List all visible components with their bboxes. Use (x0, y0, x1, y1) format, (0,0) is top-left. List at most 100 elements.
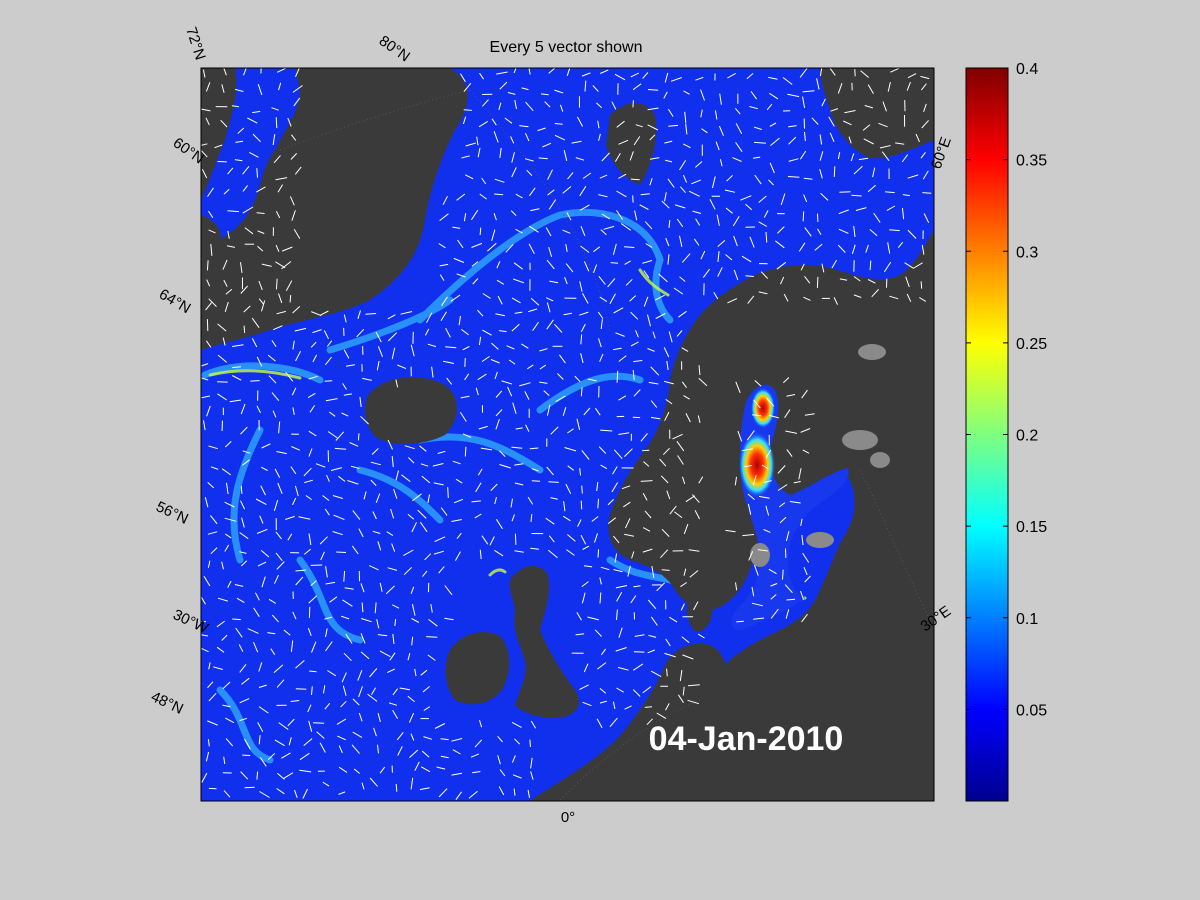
vector-arrow (290, 640, 294, 652)
vector-arrow (308, 430, 317, 437)
vector-arrow (511, 755, 516, 763)
vector-arrow (802, 449, 810, 454)
vector-arrow (224, 517, 237, 522)
vector-arrow (511, 446, 523, 449)
vector-arrow (222, 337, 226, 346)
vector-arrow (356, 328, 365, 338)
vector-arrow (887, 242, 891, 254)
vector-arrow (837, 83, 843, 94)
vector-arrow (650, 670, 662, 678)
vector-arrow (411, 493, 422, 502)
vector-arrow (660, 475, 669, 484)
vector-arrow (527, 496, 534, 505)
vector-arrow (580, 353, 584, 364)
vector-arrow (760, 271, 769, 279)
vector-arrow (599, 700, 608, 704)
vector-arrow (361, 618, 372, 623)
vector-arrow (391, 456, 394, 468)
vector-arrow (803, 177, 813, 180)
vector-arrow (422, 570, 428, 577)
vector-arrow (427, 654, 436, 661)
vector-arrow (680, 603, 685, 611)
vector-arrow (672, 433, 683, 440)
vector-arrow (821, 98, 826, 107)
vector-arrow (357, 670, 363, 681)
vector-arrow (548, 246, 553, 258)
vector-arrow (632, 83, 642, 91)
vector-arrow (768, 414, 779, 419)
vector-arrow (456, 193, 466, 201)
vector-arrow (367, 693, 378, 702)
vector-arrow (234, 159, 243, 162)
vector-arrow (442, 360, 455, 364)
vector-arrow (563, 501, 566, 512)
vector-arrow (779, 516, 787, 524)
vector-arrow (376, 360, 380, 371)
vector-arrow (203, 575, 211, 587)
vector-arrow (575, 157, 585, 161)
vector-arrow (232, 618, 241, 621)
vector-arrow (613, 569, 623, 573)
vector-arrow (292, 85, 303, 93)
vector-arrow (647, 348, 655, 352)
vector-arrow (685, 124, 688, 135)
vector-arrow (616, 120, 625, 128)
vector-arrow (648, 381, 659, 385)
map-title: Every 5 vector shown (490, 39, 643, 56)
vector-arrow (713, 292, 719, 300)
vector-arrow (499, 464, 511, 469)
vector-arrow (249, 151, 259, 158)
vector-arrow (819, 151, 824, 161)
vector-arrow (271, 340, 277, 347)
vector-arrow (352, 698, 360, 706)
vector-arrow (681, 381, 688, 388)
vector-arrow (307, 628, 312, 636)
vector-arrow (804, 131, 806, 142)
date-stamp: 04-Jan-2010 (649, 720, 844, 758)
vector-arrow (782, 77, 793, 85)
vector-arrow (871, 289, 879, 298)
vector-arrow (275, 244, 280, 252)
vector-arrow (751, 602, 763, 607)
vector-arrow (426, 636, 438, 638)
vector-arrow (477, 373, 487, 381)
vector-arrow (664, 72, 669, 83)
vector-arrow (678, 310, 687, 318)
vector-arrow (576, 418, 581, 431)
vector-arrow (210, 243, 213, 256)
vector-arrow (499, 81, 508, 90)
vector-arrow (291, 210, 296, 221)
vector-arrow (257, 84, 263, 96)
vector-arrow (749, 236, 755, 248)
vector-arrow (227, 230, 230, 239)
vector-arrow (468, 790, 478, 799)
vector-arrow (471, 242, 483, 248)
vector-arrow (419, 787, 430, 791)
vector-arrow (607, 499, 614, 506)
colorbar-tick-label: 0.35 (1016, 153, 1047, 170)
vector-arrow (261, 263, 272, 267)
vector-arrow (478, 336, 482, 346)
vector-arrow (640, 480, 653, 482)
vector-arrow (922, 170, 929, 180)
vector-arrow (267, 354, 276, 362)
vector-arrow (387, 314, 396, 320)
vector-arrow (640, 193, 650, 196)
vector-arrow (494, 549, 504, 557)
vector-arrow (479, 227, 482, 236)
vector-arrow (669, 616, 678, 623)
vector-arrow (231, 105, 240, 108)
vector-arrow (267, 632, 276, 635)
vector-arrow (562, 407, 567, 416)
vector-arrow (439, 274, 445, 281)
vector-arrow (496, 71, 508, 75)
vector-arrow (357, 310, 361, 319)
vector-arrow (428, 619, 438, 627)
vector-arrow (462, 433, 472, 438)
vector-arrow (441, 296, 448, 306)
vector-arrow (332, 495, 343, 499)
vector-arrow (495, 418, 500, 430)
vector-arrow (201, 150, 208, 158)
vector-arrow (493, 213, 497, 221)
vector-arrow (770, 583, 778, 587)
